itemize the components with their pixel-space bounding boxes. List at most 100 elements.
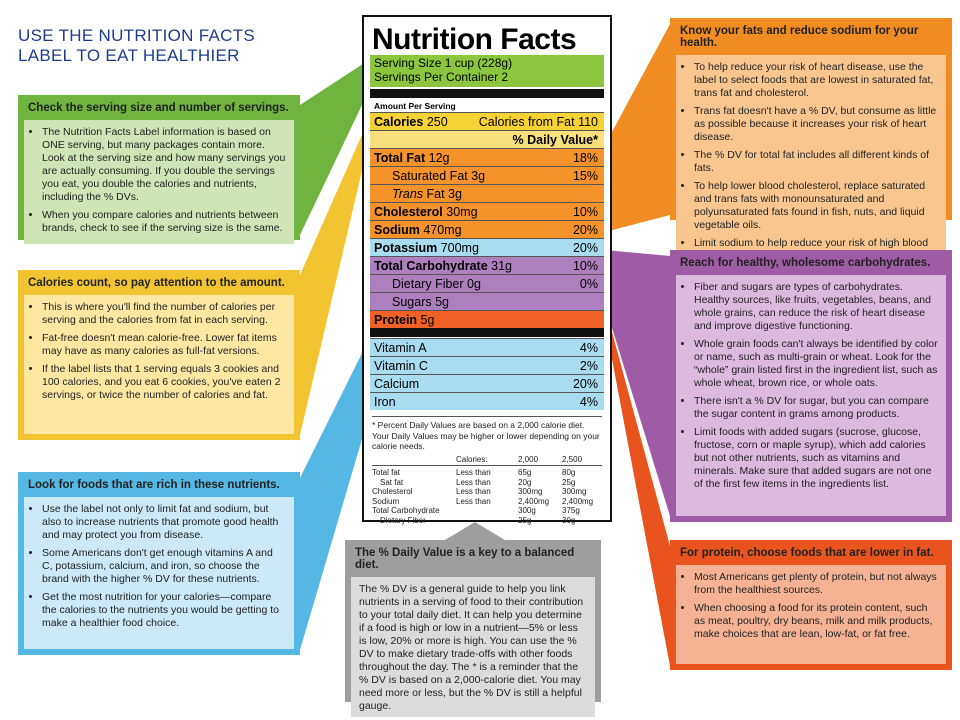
bullet: Use the label not only to limit fat and … (42, 503, 286, 542)
nutrient-name: Sugars (392, 295, 432, 309)
panel-heading: For protein, choose foods that are lower… (680, 547, 934, 559)
panel-heading: Check the serving size and number of ser… (28, 102, 289, 114)
panel-heading: Calories count, so pay attention to the … (28, 277, 285, 289)
nutrient-amount: 30mg (446, 205, 478, 219)
bullet: The Nutrition Facts Label information is… (42, 126, 286, 204)
panel-carbohydrates: Reach for healthy, wholesome carbohydrat… (670, 250, 952, 522)
thick-rule (370, 328, 604, 337)
calories-name: Calories (374, 115, 424, 129)
nutrient-row: Sodium 470mg 20% (370, 220, 604, 238)
nutrient-amount: 0g (467, 277, 481, 291)
nutrient-name: Trans (392, 187, 424, 201)
footnote-nutrient: Sodium (372, 496, 400, 506)
footnote-table-row: Dietary Fiber 25g 30g (372, 516, 602, 526)
spacer (456, 506, 518, 516)
vitamin-name: Calcium (374, 377, 420, 391)
bullet-list: Most Americans get plenty of protein, bu… (684, 571, 938, 641)
panel-text: The % DV is a general guide to help you … (359, 583, 584, 712)
footnote-value: 20g (518, 477, 532, 487)
nutrient-row: Dietary Fiber 0g 0% (370, 274, 604, 292)
panel-serving: Check the serving size and number of ser… (18, 95, 300, 244)
nutrient-row: Trans Fat 3g (370, 184, 604, 202)
calories-row: Calories 250 Calories from Fat 110 (370, 112, 604, 130)
nutrient-amount: 5g (435, 295, 449, 309)
vitamin-name: Vitamin C (374, 359, 428, 373)
spacer (372, 455, 456, 465)
bullet: Most Americans get plenty of protein, bu… (694, 571, 938, 597)
nutrient-name: Protein (374, 313, 418, 327)
footnote-table-header: Calories: 2,000 2,500 (372, 454, 602, 466)
nutrient-name: Sodium (374, 223, 420, 237)
footnote-nutrient: Cholesterol (372, 487, 413, 496)
footnote-column-header: 2,000 (518, 454, 539, 464)
bullet: Limit foods with added sugars (sucrose, … (694, 426, 938, 491)
calories-from-fat: Calories from Fat 110 (478, 115, 598, 129)
bullet: Some Americans don't get enough vitamins… (42, 547, 286, 586)
footnote-nutrient: Sat fat (380, 477, 404, 487)
panel-protein: For protein, choose foods that are lower… (670, 540, 952, 670)
panel-heading: The % Daily Value is a key to a balanced… (355, 547, 575, 571)
panel-body: This is where you'll find the number of … (24, 295, 294, 434)
nutrient-name: Cholesterol (374, 205, 443, 219)
bullet-list: This is where you'll find the number of … (32, 301, 286, 402)
nutrient-amount: Fat 3g (426, 187, 462, 201)
bullet: The % DV for total fat includes all diff… (694, 149, 938, 175)
bullet: This is where you'll find the number of … (42, 301, 286, 327)
nutrient-dv: 18% (572, 151, 598, 165)
footnote-value: 65g (518, 468, 532, 477)
connector-protein (605, 306, 670, 666)
nutrient-amount: 12g (428, 151, 450, 165)
panel-body: To help reduce your risk of heart diseas… (676, 55, 946, 272)
nutrient-amount: 3g (471, 169, 486, 183)
vitamin-dv: 4% (579, 341, 598, 355)
nutrient-name: Saturated Fat (392, 169, 468, 183)
footnote-value: 2,400mg (518, 496, 550, 506)
footnote-value: 25g (562, 477, 576, 487)
footnote-nutrient: Total Carbohydrate (372, 506, 440, 515)
footnote-nutrient: Dietary Fiber (380, 515, 426, 525)
bullet: To help lower blood cholesterol, replace… (694, 180, 938, 232)
connector-nutrients (300, 333, 372, 650)
footnote-limit: Less than (456, 468, 491, 477)
footnote-value: 375g (562, 506, 580, 515)
panel-body: The Nutrition Facts Label information is… (24, 120, 294, 244)
nutrient-name: Total Carbohydrate (374, 259, 488, 273)
vitamin-dv: 2% (579, 359, 598, 373)
connector-fats (605, 24, 670, 232)
vitamin-row: Calcium 20% (370, 374, 604, 392)
bullet: There isn't a % DV for sugar, but you ca… (694, 395, 938, 421)
title-line: LABEL TO EAT HEALTHIER (18, 46, 240, 65)
bullet: Get the most nutrition for your calories… (42, 591, 286, 630)
panel-daily-value: The % Daily Value is a key to a balanced… (345, 540, 601, 717)
panel-body: Use the label not only to limit fat and … (24, 497, 294, 649)
nutrient-row: Protein 5g (370, 310, 604, 328)
footnote-limit: Less than (456, 477, 491, 487)
panel-heading: Know your fats and reduce sodium for you… (680, 25, 919, 49)
bullet: When you compare calories and nutrients … (42, 209, 286, 235)
bullet: Fat-free doesn't mean calorie-free. Lowe… (42, 332, 286, 358)
bullet: To help reduce your risk of heart diseas… (694, 61, 938, 100)
vitamin-row: Iron 4% (370, 392, 604, 410)
bullet-list: Use the label not only to limit fat and … (32, 503, 286, 630)
footnote-limit: Less than (456, 496, 491, 506)
bullet-list: The Nutrition Facts Label information is… (32, 126, 286, 235)
connector-serving (300, 58, 372, 235)
amount-per-serving: Amount Per Serving (374, 101, 456, 111)
footnote-column-header: 2,500 (562, 454, 583, 464)
footnote-nutrient: Total fat (372, 468, 401, 477)
nutrient-dv: 10% (572, 205, 598, 219)
panel-fats: Know your fats and reduce sodium for you… (670, 18, 952, 272)
connector-daily-value (445, 522, 505, 540)
footnote: * Percent Daily Values are based on a 2,… (372, 416, 602, 525)
bullet: Fiber and sugars are types of carbohydra… (694, 281, 938, 333)
nutrient-row: Sugars 5g (370, 292, 604, 310)
panel-body: The % DV is a general guide to help you … (351, 577, 595, 717)
footnote-value: 25g (518, 515, 532, 525)
vitamin-name: Iron (374, 395, 396, 409)
panel-body: Fiber and sugars are types of carbohydra… (676, 275, 946, 516)
vitamin-dv: 4% (579, 395, 598, 409)
panel-heading: Reach for healthy, wholesome carbohydrat… (680, 257, 931, 269)
nutrient-dv: 20% (572, 223, 598, 237)
nutrient-row: Cholesterol 30mg 10% (370, 202, 604, 220)
